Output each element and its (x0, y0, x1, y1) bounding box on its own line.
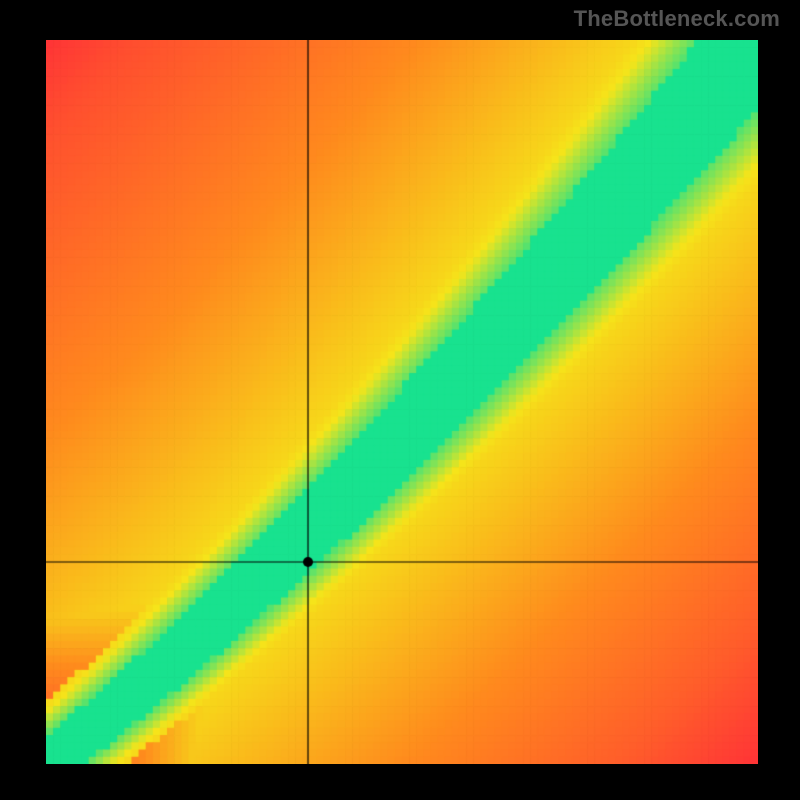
bottleneck-heatmap (46, 40, 758, 764)
chart-container: TheBottleneck.com (0, 0, 800, 800)
attribution-text: TheBottleneck.com (574, 6, 780, 32)
